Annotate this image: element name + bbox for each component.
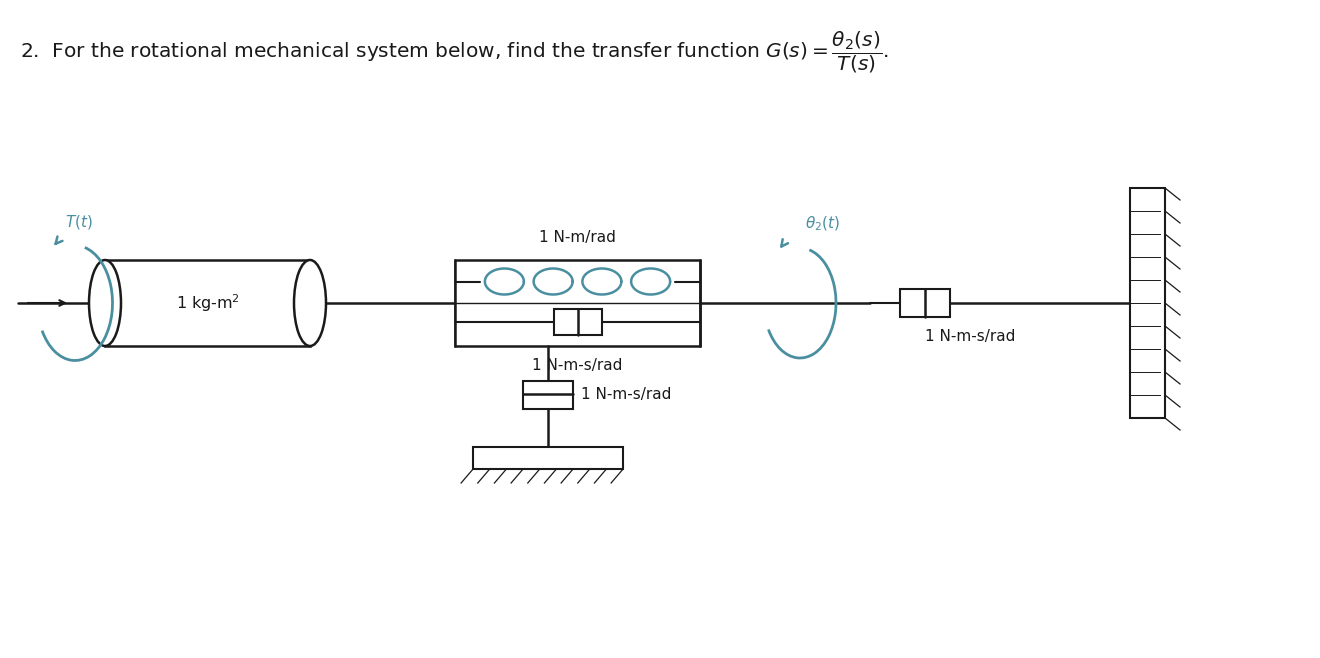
- Text: 1 N-m-s/rad: 1 N-m-s/rad: [581, 388, 672, 403]
- Bar: [473, 447, 623, 469]
- Text: 2.  For the rotational mechanical system below, find the transfer function $G(s): 2. For the rotational mechanical system …: [20, 30, 888, 75]
- Text: $T(t)$: $T(t)$: [65, 213, 92, 231]
- Bar: [1130, 188, 1166, 418]
- Text: 1 kg-m$^2$: 1 kg-m$^2$: [176, 292, 239, 314]
- Bar: [106, 260, 310, 346]
- Ellipse shape: [88, 260, 121, 346]
- Bar: [523, 381, 573, 409]
- Text: $\theta_2(t)$: $\theta_2(t)$: [805, 215, 840, 233]
- Text: 1 N-m-s/rad: 1 N-m-s/rad: [532, 358, 623, 373]
- Text: 1 N-m-s/rad: 1 N-m-s/rad: [925, 329, 1015, 344]
- Bar: [553, 309, 602, 335]
- Text: 1 N-m/rad: 1 N-m/rad: [539, 230, 616, 245]
- Bar: [900, 289, 950, 317]
- Ellipse shape: [294, 260, 326, 346]
- Bar: [455, 260, 700, 346]
